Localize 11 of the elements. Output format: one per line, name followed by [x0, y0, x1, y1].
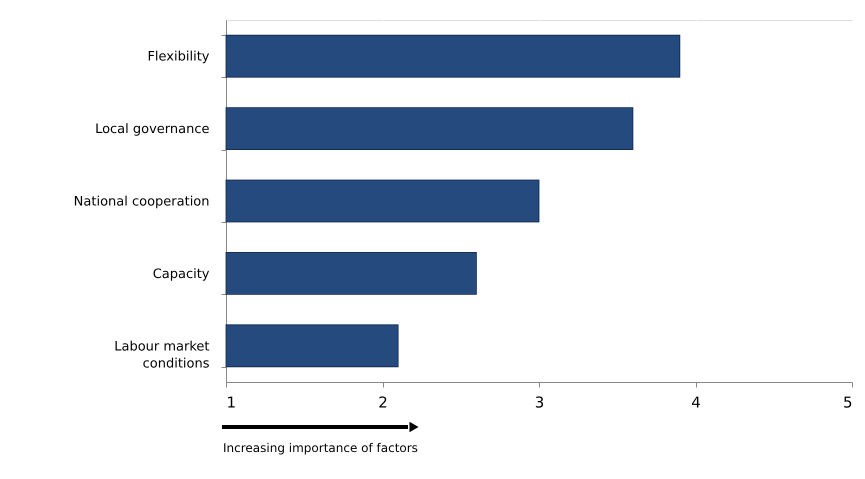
y-tick-label: Local governance: [95, 122, 210, 138]
x-tick-label: 1: [226, 394, 236, 412]
x-tick-label: 5: [842, 394, 852, 412]
y-tick-label: Flexibility: [147, 50, 210, 65]
x-tick-label: 4: [691, 394, 701, 412]
x-tick-label: 3: [534, 394, 544, 412]
y-tick-label: National cooperation: [74, 194, 210, 210]
y-tick-label: Labour market conditions: [114, 339, 210, 372]
x-tick-label: 2: [378, 394, 388, 412]
y-tick-label: Capacity: [152, 266, 210, 282]
text: Increasing importance of factors: [223, 441, 418, 455]
